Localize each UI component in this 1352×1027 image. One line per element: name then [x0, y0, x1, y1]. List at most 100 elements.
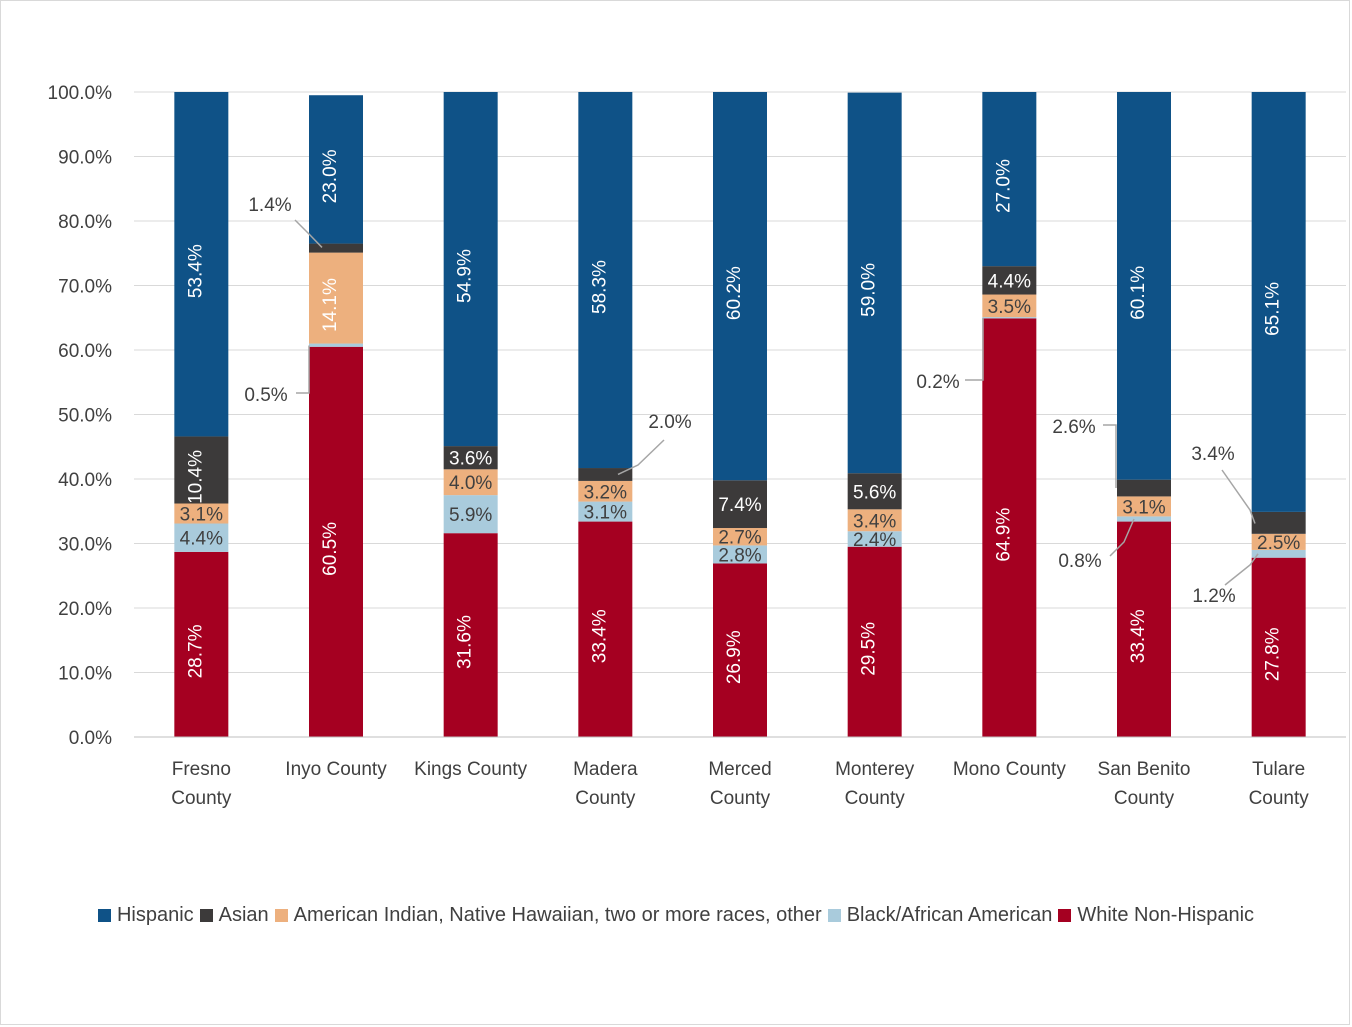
x-tick-label: Tulare County — [1249, 759, 1310, 809]
bar-segment — [578, 468, 633, 481]
bar-segment — [1251, 92, 1306, 512]
y-tick-label: 50.0% — [58, 406, 112, 427]
data-label: 23.0% — [320, 149, 341, 203]
data-label: 33.4% — [589, 609, 610, 663]
bar-segment — [309, 343, 363, 347]
bar-segment — [578, 521, 633, 737]
bar-segment — [982, 294, 1037, 318]
data-label: 60.1% — [1128, 266, 1149, 320]
data-label: 0.5% — [244, 385, 287, 406]
data-label: 28.7% — [185, 624, 206, 678]
x-tick-label: Merced County — [708, 759, 771, 809]
data-label: 1.2% — [1192, 586, 1235, 607]
data-label: 65.1% — [1263, 282, 1284, 336]
x-tick-label: Monterey County — [835, 759, 915, 809]
bar-segment — [443, 92, 498, 447]
legend-label: Black/African American — [846, 904, 1053, 926]
y-tick-label: 100.0% — [48, 83, 113, 104]
bar-segment — [443, 446, 498, 470]
data-label: 4.4% — [180, 529, 223, 550]
bar-segment — [174, 551, 229, 737]
bar-segment — [443, 533, 498, 737]
y-axis: 0.0% 10.0% 20.0% 30.0% 40.0% 50.0% 60.0% 70.0% 8… — [48, 83, 113, 749]
data-label: 1.4% — [248, 195, 291, 216]
leader-line — [1224, 553, 1259, 586]
bar-segment — [1251, 533, 1306, 550]
data-label: 2.0% — [648, 412, 691, 433]
bar-segment — [174, 92, 229, 437]
y-tick-label: 0.0% — [69, 728, 112, 749]
data-label: 2.5% — [1257, 533, 1300, 554]
leader-line — [1103, 424, 1117, 489]
legend-label: Asian — [218, 904, 269, 926]
bar-segment — [1117, 496, 1171, 517]
data-label: 26.9% — [724, 630, 745, 684]
bar-segment — [713, 480, 767, 529]
y-tick-label: 20.0% — [58, 599, 112, 620]
data-label: 7.4% — [718, 495, 761, 516]
y-tick-label: 70.0% — [58, 277, 112, 298]
data-label: 27.0% — [993, 159, 1014, 213]
data-label: 3.1% — [180, 505, 223, 526]
bar-segment — [847, 546, 902, 737]
bar-segment — [982, 266, 1037, 295]
bar-segment — [1117, 479, 1171, 497]
bar-segment — [174, 436, 229, 504]
data-label: 27.8% — [1263, 627, 1284, 681]
bar-segment — [713, 528, 767, 546]
bar-segment — [847, 509, 902, 532]
bar-segment — [309, 243, 363, 253]
bar-segment — [1251, 549, 1306, 558]
data-label: 10.4% — [185, 450, 206, 504]
leader-line — [294, 219, 323, 248]
data-label: 5.6% — [853, 482, 896, 503]
bar-segment — [309, 95, 363, 244]
data-label: 2.8% — [718, 545, 761, 566]
data-label: 33.4% — [1128, 609, 1149, 663]
bar-segment — [309, 252, 363, 344]
bar-segment — [1117, 521, 1171, 737]
bar-segment — [847, 531, 902, 547]
leader-line — [965, 317, 984, 381]
bar-segment — [847, 92, 902, 474]
y-tick-label: 30.0% — [58, 535, 112, 556]
y-tick-label: 60.0% — [58, 341, 112, 362]
data-label: 54.9% — [455, 249, 476, 303]
legend-item: White Non-Hispanic — [1058, 904, 1254, 927]
bar-segment — [847, 473, 902, 510]
bar-segment — [174, 503, 229, 524]
x-tick-label: Inyo County — [285, 759, 387, 780]
legend-swatch — [199, 909, 213, 922]
legend-item: Hispanic — [97, 904, 194, 927]
data-label: 59.0% — [859, 263, 880, 317]
legend-swatch — [274, 909, 288, 922]
bar-segment — [443, 469, 498, 496]
y-tick-label: 80.0% — [58, 212, 112, 233]
data-label: 60.5% — [320, 522, 341, 576]
data-label: 5.9% — [449, 505, 492, 526]
x-tick-label: Mono County — [953, 759, 1067, 780]
legend-label: American Indian, Native Hawaiian, two or… — [293, 904, 822, 926]
bar-segment — [982, 92, 1037, 267]
y-tick-label: 90.0% — [58, 148, 112, 169]
bar-segment — [578, 92, 633, 469]
data-label: 2.6% — [1052, 417, 1095, 438]
bar-segment — [982, 318, 1037, 737]
data-label: 3.1% — [1122, 497, 1165, 518]
bar-segment — [578, 480, 633, 502]
bar-segment — [713, 92, 767, 481]
data-label: 3.5% — [988, 297, 1031, 318]
bar-segment — [578, 501, 633, 522]
legend-label: White Non-Hispanic — [1077, 904, 1255, 926]
data-label: 0.2% — [916, 372, 959, 393]
legend-item: Asian — [199, 904, 269, 927]
x-tick-label: Fresno County — [171, 759, 232, 809]
data-labels: 28.7% 60.5% 31.6% 33.4% 26.9% 29.5% 64.9% 33.4%… — [180, 149, 1301, 684]
data-label: 4.4% — [988, 271, 1031, 292]
data-label: 3.4% — [853, 511, 896, 532]
bars — [174, 92, 1306, 737]
legend-swatch — [1058, 909, 1072, 922]
data-label: 4.0% — [449, 473, 492, 494]
x-tick-label: Kings County — [414, 759, 528, 780]
bar-segment — [982, 317, 1037, 319]
